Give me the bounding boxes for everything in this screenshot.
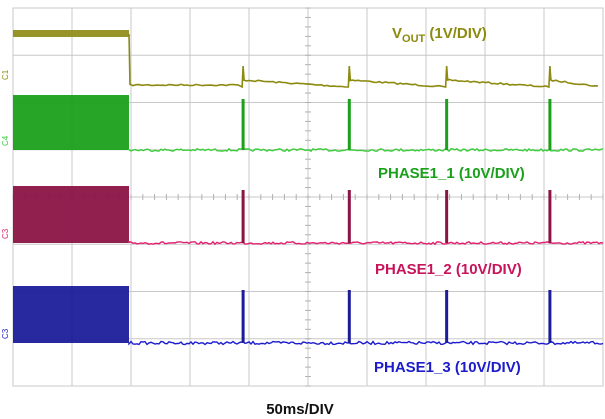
phase1-1-baseline xyxy=(128,147,604,153)
phase1-3-baseline xyxy=(128,340,604,346)
phase1-3-pulse xyxy=(548,290,552,343)
phase1-2-pulse xyxy=(347,190,351,243)
phase1-2-channel-marker: C3 xyxy=(1,228,10,239)
phase1-1-label: PHASE1_1 (10V/DIV) xyxy=(378,165,525,182)
phase1-3-pulse xyxy=(241,290,245,343)
phase1-1-pulse xyxy=(241,99,245,150)
phase1-1-pulse xyxy=(548,99,552,150)
phase1-3-pulse xyxy=(347,290,351,343)
vout-trace xyxy=(128,33,598,89)
vout-high-band xyxy=(13,30,129,37)
phase1-2-baseline xyxy=(128,240,604,246)
traces: C1 C4 C3 C3 xyxy=(1,30,604,346)
phase1-2-pulse xyxy=(548,190,552,243)
phase1-2-pulse xyxy=(445,190,449,243)
vout-label: VOUT (1V/DIV) xyxy=(392,25,487,45)
phase1-1-channel-marker: C4 xyxy=(1,135,10,146)
time-scale-label: 50ms/DIV xyxy=(266,401,334,418)
phase1-2-pulse xyxy=(241,190,245,243)
phase1-3-pulse xyxy=(445,290,449,343)
phase1-2-label: PHASE1_2 (10V/DIV) xyxy=(375,261,522,278)
phase1-3-channel-marker: C3 xyxy=(1,328,10,339)
phase1-1-pulse xyxy=(347,99,351,150)
phase1-1-burst xyxy=(13,95,129,150)
vout-channel-marker: C1 xyxy=(1,69,10,80)
phase1-2-burst xyxy=(13,186,129,243)
phase1-1-pulse xyxy=(445,99,449,150)
phase1-3-burst xyxy=(13,286,129,343)
phase1-3-label: PHASE1_3 (10V/DIV) xyxy=(374,359,521,376)
